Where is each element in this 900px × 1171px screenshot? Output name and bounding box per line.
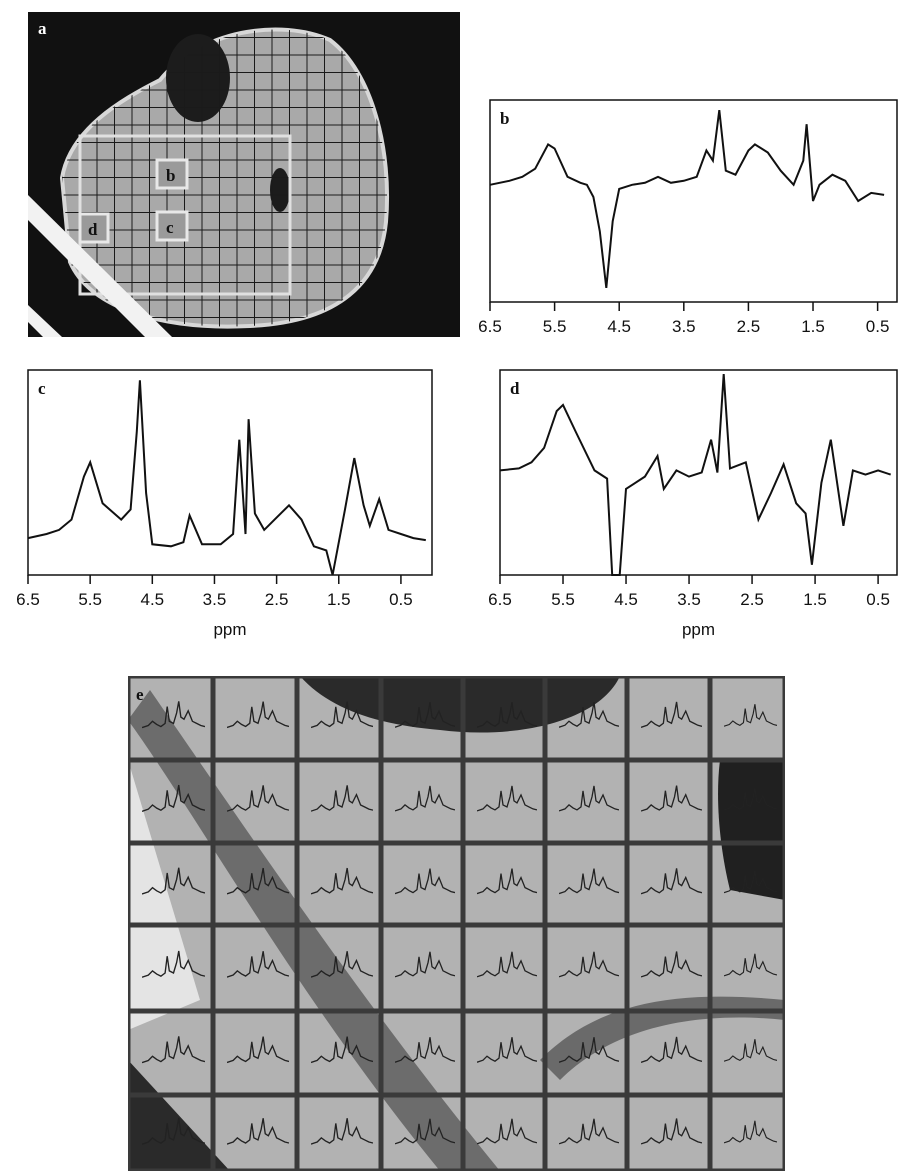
spectrum-panel: 6.5 5.5 4.5 3.5 2.5 1.5 0.5 c ppm — [16, 370, 432, 639]
panel-label: c — [38, 379, 46, 398]
panel-e: e — [128, 676, 785, 1171]
vessel — [270, 168, 290, 212]
x-tick-label: 5.5 — [543, 317, 567, 336]
x-tick-label: 2.5 — [265, 590, 289, 609]
voxel-label: b — [166, 166, 175, 185]
x-tick-label: 6.5 — [488, 590, 512, 609]
x-tick-label: 1.5 — [327, 590, 351, 609]
x-tick-label: 6.5 — [16, 590, 40, 609]
spectrum-panel: 6.5 5.5 4.5 3.5 2.5 1.5 0.5 d ppm — [488, 370, 897, 639]
x-tick-label: 6.5 — [478, 317, 502, 336]
panel-label: d — [510, 379, 520, 398]
panel-label: a — [38, 19, 47, 38]
x-tick-label: 5.5 — [551, 590, 575, 609]
voxel-label: c — [166, 218, 174, 237]
plot-frame — [490, 100, 897, 302]
dark-region — [718, 760, 785, 900]
x-tick-label: 1.5 — [803, 590, 827, 609]
x-tick-label: 0.5 — [866, 317, 890, 336]
x-tick-label: 4.5 — [140, 590, 164, 609]
voxel-label: d — [88, 220, 98, 239]
x-tick-label: 3.5 — [203, 590, 227, 609]
x-tick-label: 1.5 — [801, 317, 825, 336]
x-tick-label: 0.5 — [389, 590, 413, 609]
panel-label: e — [136, 685, 144, 704]
x-tick-label: 4.5 — [607, 317, 631, 336]
page: a b c d e 6.5 5.5 4.5 3.5 2.5 1.5 0.5 b 6.5 5.5 4.… — [0, 0, 900, 1171]
x-axis-label: ppm — [213, 620, 246, 639]
x-tick-label: 4.5 — [614, 590, 638, 609]
plot-frame — [28, 370, 432, 575]
spectrum-panel: 6.5 5.5 4.5 3.5 2.5 1.5 0.5 b — [478, 100, 897, 336]
figure: a b c d e 6.5 5.5 4.5 3.5 2.5 1.5 0.5 b 6.5 5.5 4.… — [0, 0, 900, 1171]
x-tick-label: 3.5 — [677, 590, 701, 609]
panel-a: a b c d — [28, 12, 460, 337]
x-tick-label: 2.5 — [737, 317, 761, 336]
x-tick-label: 3.5 — [672, 317, 696, 336]
x-tick-label: 5.5 — [78, 590, 102, 609]
x-tick-label: 2.5 — [740, 590, 764, 609]
panel-label: b — [500, 109, 509, 128]
bone — [166, 34, 230, 122]
x-axis-label: ppm — [682, 620, 715, 639]
x-tick-label: 0.5 — [866, 590, 890, 609]
